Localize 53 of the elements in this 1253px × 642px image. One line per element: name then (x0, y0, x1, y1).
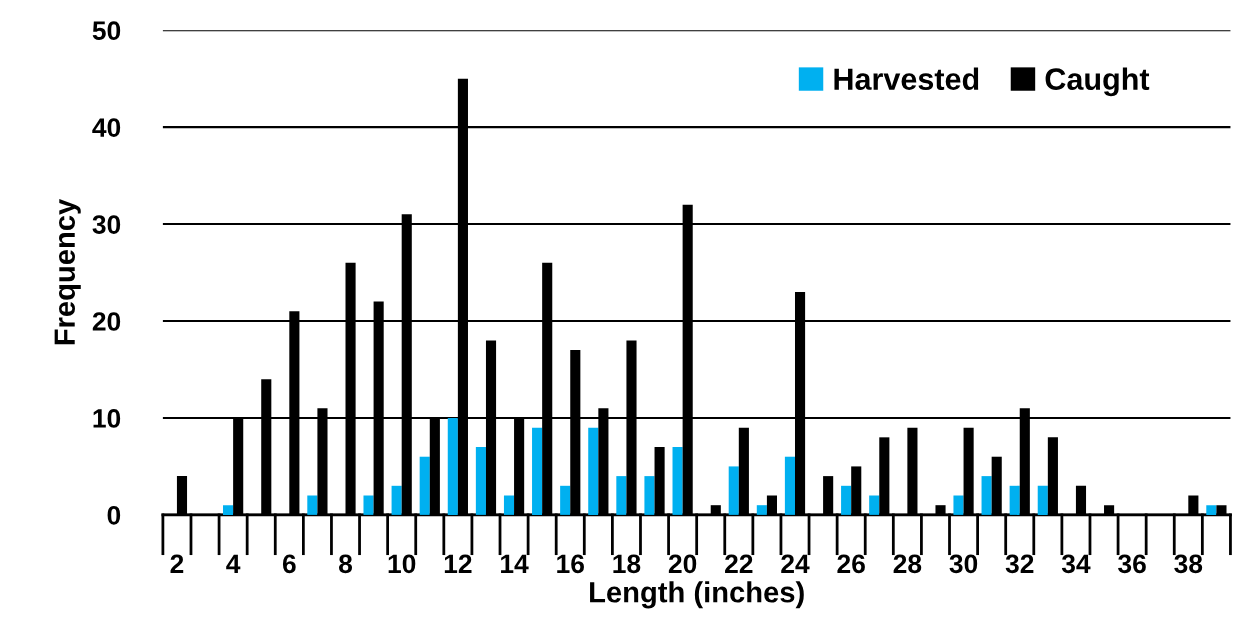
y-tick-label: 30 (92, 215, 121, 234)
x-tick-label: 2 (170, 554, 184, 573)
y-tick-label: 20 (92, 312, 121, 331)
bar (503, 495, 515, 515)
x-tick-label: 4 (226, 554, 241, 573)
bar (307, 495, 318, 515)
x-tick-label: 36 (1118, 554, 1146, 574)
bar (447, 417, 458, 515)
y-tick-label: 10 (93, 409, 121, 428)
x-tick-label: 12 (444, 554, 472, 573)
x-tick-label: 8 (339, 554, 353, 574)
x-tick-label: 10 (388, 554, 416, 574)
x-axis-title: Length (inches) (590, 581, 804, 609)
x-tick-label: 34 (1061, 554, 1091, 574)
bar (391, 485, 402, 515)
bar (869, 495, 880, 515)
bar (953, 495, 964, 515)
y-axis-title: Frequency (54, 198, 81, 345)
bar (223, 505, 234, 515)
y-tick-label: 50 (92, 21, 121, 40)
x-tick-label: 32 (1005, 554, 1034, 574)
bar (532, 427, 543, 515)
bar (784, 456, 795, 515)
bar (475, 447, 486, 515)
bar (419, 456, 430, 515)
x-tick-label: 14 (501, 554, 529, 573)
bar (560, 485, 571, 515)
bar (616, 476, 627, 515)
x-tick-label: 20 (668, 554, 697, 574)
x-tick-label: 16 (557, 554, 584, 574)
bar (1009, 485, 1020, 515)
x-tick-label: 30 (949, 554, 978, 574)
bar (672, 447, 683, 515)
bar (1206, 505, 1217, 515)
y-tick-label: 0 (107, 506, 121, 525)
bar (981, 476, 992, 515)
legend-label: Caught (1045, 67, 1150, 97)
x-tick-label: 22 (725, 554, 753, 573)
x-tick-label: 38 (1174, 554, 1203, 574)
y-tick-label: 40 (92, 118, 121, 137)
bar (363, 495, 374, 515)
x-tick-label: 24 (781, 554, 810, 573)
x-tick-label: 28 (893, 554, 922, 574)
bar (728, 466, 739, 515)
bar (756, 505, 767, 515)
bar (1037, 485, 1048, 515)
legend-label: Harvested (834, 67, 979, 90)
x-tick-label: 26 (837, 554, 865, 574)
bar (588, 427, 599, 515)
bar (644, 476, 655, 515)
x-tick-label: 18 (613, 554, 641, 574)
bar (841, 485, 852, 515)
x-tick-label: 6 (282, 554, 296, 574)
